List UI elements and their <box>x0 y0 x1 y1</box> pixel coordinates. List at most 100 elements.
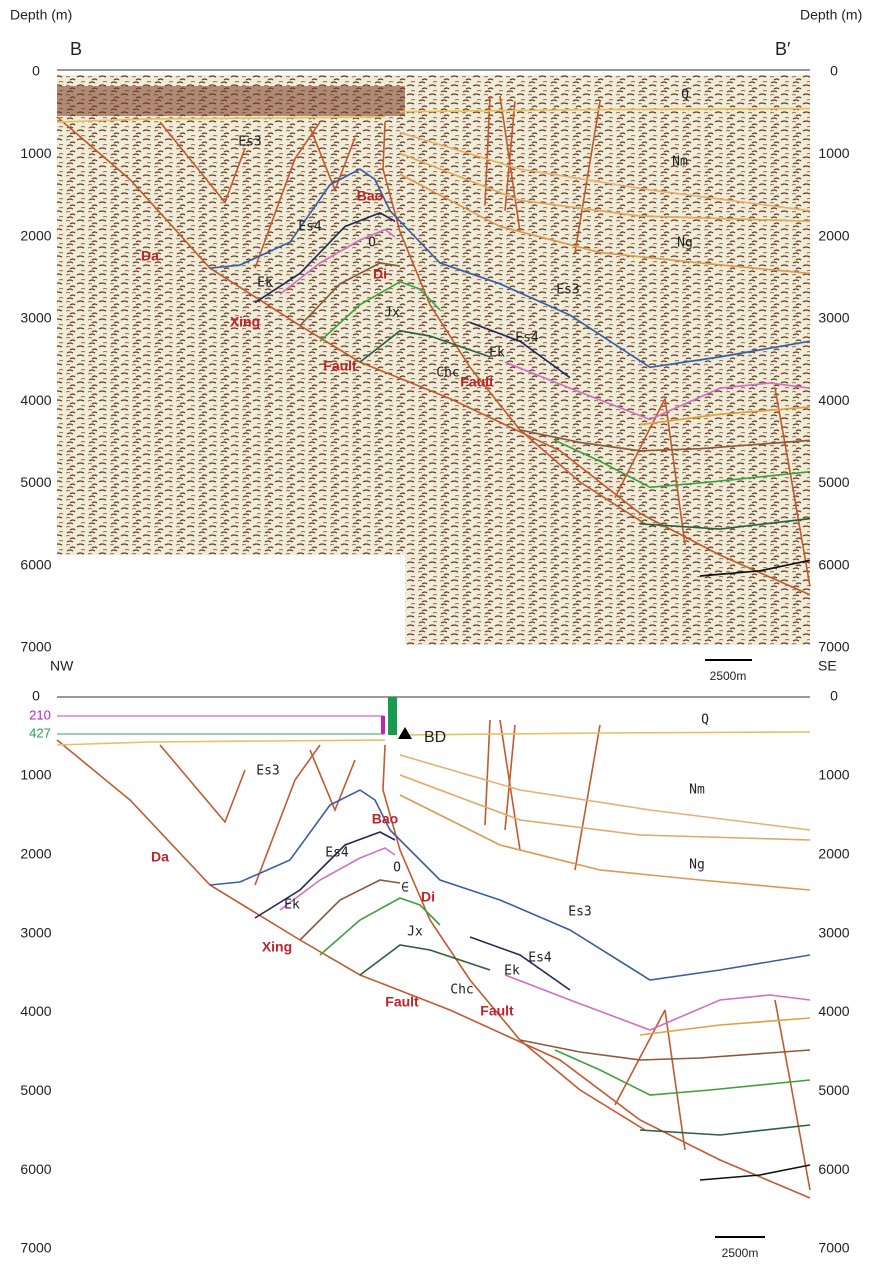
layer-label: O <box>393 861 401 876</box>
horizon-line <box>299 262 401 327</box>
horizon-line <box>254 744 321 886</box>
depth-tick-label: 0 <box>32 688 40 704</box>
layer-label: Es3 <box>568 905 591 920</box>
horizon-line <box>469 936 571 991</box>
depth-tick-label: 6000 <box>20 1161 51 1177</box>
horizon-line <box>56 739 386 746</box>
horizon-line <box>319 280 441 342</box>
horizon-line <box>639 517 811 530</box>
depth-tick-label: 5000 <box>20 474 51 490</box>
depth-tick-label: 7000 <box>20 639 51 655</box>
layer-label: Di <box>373 266 387 282</box>
layer-label: Nm <box>672 155 688 170</box>
depth-tick-label: 5000 <box>818 1082 849 1098</box>
depth-tick-label: 3000 <box>20 310 51 326</box>
horizon-line <box>469 321 571 379</box>
horizon-line <box>382 744 646 1131</box>
horizon-line <box>774 388 811 587</box>
horizon-line <box>359 944 491 976</box>
layer-label: Es4 <box>515 331 539 346</box>
layer-label: Fault <box>480 1003 514 1019</box>
depth-tick-label: 1000 <box>818 767 849 783</box>
depth-tick-label: 5000 <box>818 474 849 490</box>
layer-label: Q <box>681 88 689 103</box>
horizon-line <box>56 116 811 596</box>
layer-label: Ng <box>689 858 705 873</box>
layer-label: Es4 <box>325 846 349 861</box>
depth-tick-label: 1000 <box>20 145 51 161</box>
depth-tick-label: 3000 <box>818 924 849 940</box>
horizon-line <box>639 406 811 426</box>
layer-label: Bao <box>357 188 383 204</box>
top-interpretation <box>56 95 811 596</box>
layer-label: Fault <box>323 358 357 374</box>
well-bar <box>388 697 397 735</box>
layer-label: Ng <box>677 236 693 251</box>
horizon-line <box>399 152 811 223</box>
depth-label: Depth (m) <box>800 7 862 23</box>
horizon-line <box>574 101 601 253</box>
layer-label: Es4 <box>528 951 552 966</box>
horizon-line <box>519 429 811 452</box>
scale-label: 2500m <box>710 669 747 683</box>
horizon-line <box>159 121 246 205</box>
horizon-line <box>399 131 811 212</box>
well-symbol <box>398 727 412 739</box>
depth-tick-label: 4000 <box>20 1003 51 1019</box>
layer-label: Xing <box>230 314 260 330</box>
depth-tick-label: 1000 <box>20 767 51 783</box>
depth-label: Depth (m) <box>10 7 72 23</box>
horizon-line <box>56 739 811 1199</box>
horizon-line <box>574 724 601 871</box>
depth-tick-label: 4000 <box>818 1003 849 1019</box>
horizon-line <box>554 439 811 489</box>
horizon-line <box>159 744 246 824</box>
depth-tick-label: 7000 <box>818 1240 849 1256</box>
horizon-line <box>664 398 686 545</box>
layer-label: Jx <box>384 306 400 321</box>
horizon-line <box>299 879 401 941</box>
seismic-image <box>57 75 405 555</box>
direction: SE <box>818 658 837 674</box>
depth-tick-label: 2000 <box>818 227 849 243</box>
bottom-interpretation <box>56 719 811 1199</box>
layer-label: Chc <box>450 983 473 998</box>
horizon-line <box>359 329 491 363</box>
horizon-line <box>399 731 811 736</box>
horizon-line <box>639 1124 811 1136</box>
horizon-line <box>56 116 386 123</box>
horizon-line <box>504 974 811 1031</box>
layer-label: Ek <box>504 964 520 979</box>
layer-label: Es3 <box>256 764 279 779</box>
layer-label: Ek <box>284 898 300 913</box>
depth-tick-label: 2000 <box>20 227 51 243</box>
layer-label: Da <box>151 849 169 865</box>
well-interval <box>381 716 385 734</box>
horizon-line <box>774 999 811 1191</box>
horizon-line <box>639 1017 811 1036</box>
layer-label: Da <box>141 248 159 264</box>
horizon-line <box>254 831 396 919</box>
horizon-line <box>664 1009 686 1151</box>
horizon-line <box>554 1049 811 1096</box>
layer-label: Nm <box>689 783 705 798</box>
horizon-line <box>209 789 811 981</box>
layer-label: Jx <box>407 925 423 940</box>
horizon-line <box>254 211 396 304</box>
seismic-image <box>405 75 810 645</box>
horizon-line <box>614 398 666 499</box>
section-marker: B <box>70 39 82 59</box>
section-marker: B′ <box>775 39 791 59</box>
depth-tick-label: 5000 <box>20 1082 51 1098</box>
direction: NW <box>50 658 74 674</box>
horizon-line <box>504 724 516 831</box>
horizon-line <box>399 774 811 841</box>
depth-tick-label: 2000 <box>20 845 51 861</box>
horizon-line <box>209 168 811 369</box>
depth-tick-label: 4000 <box>818 392 849 408</box>
horizon-line <box>504 361 811 421</box>
well-name: BD <box>424 729 446 746</box>
layer-label: Xing <box>262 939 292 955</box>
horizon-line <box>504 101 516 211</box>
depth-tick-label: 3000 <box>818 310 849 326</box>
